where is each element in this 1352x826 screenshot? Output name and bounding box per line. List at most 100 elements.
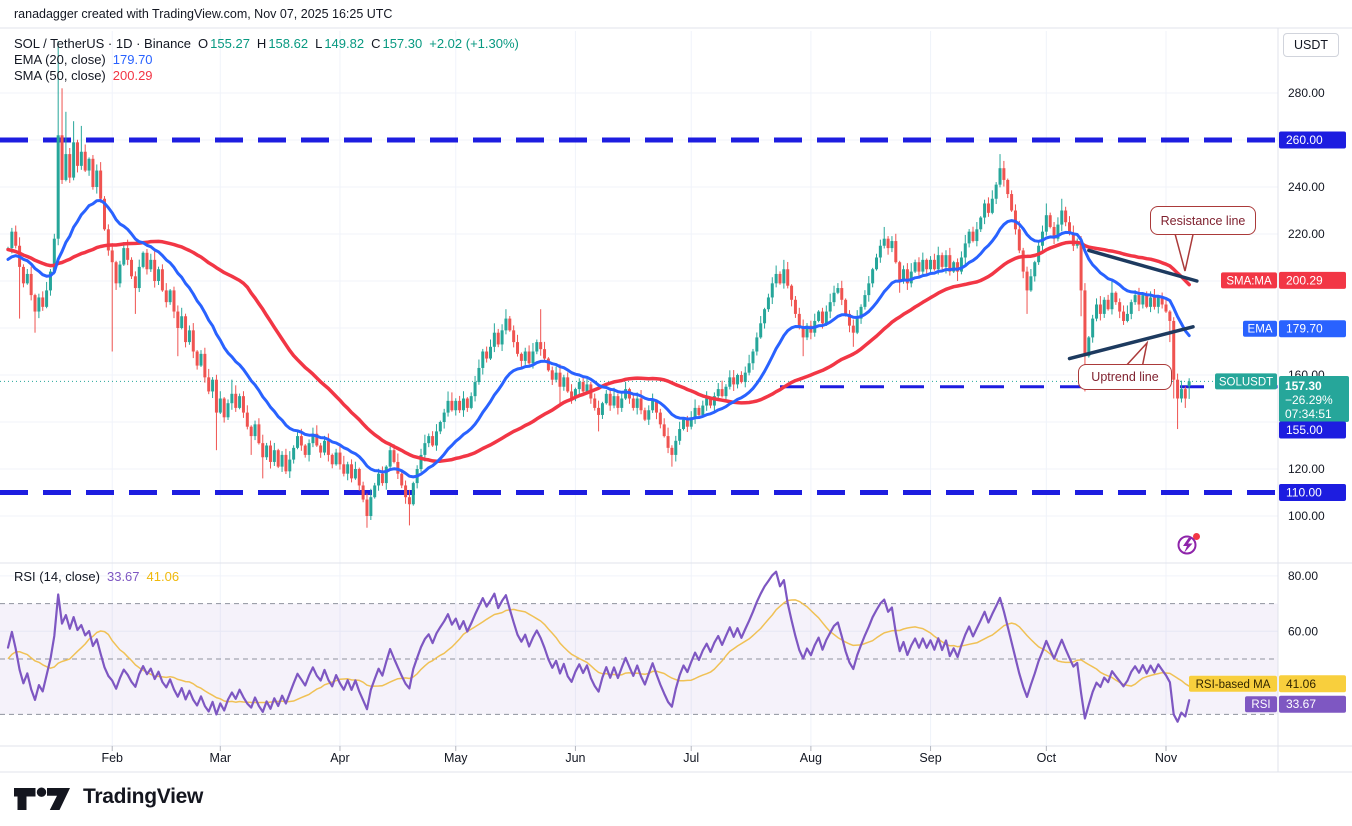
svg-text:110.00: 110.00	[1286, 486, 1322, 500]
candle	[543, 341, 547, 363]
candle	[458, 395, 462, 413]
candle	[546, 357, 550, 372]
candle	[716, 382, 720, 401]
candle	[141, 251, 145, 269]
candle	[1029, 269, 1033, 292]
rsi-ma-badge: RSI-based MA 41.06	[1189, 675, 1346, 693]
candle	[99, 162, 103, 203]
candle	[747, 354, 751, 376]
price-axis[interactable]: 280.00240.00220.00160.00120.00100.0080.0…	[1288, 86, 1325, 638]
candle	[45, 281, 49, 309]
candle	[512, 325, 516, 348]
candle	[137, 259, 141, 293]
candle	[793, 296, 797, 318]
candle	[859, 304, 863, 324]
candle	[867, 276, 871, 302]
candle	[1114, 291, 1118, 305]
candle	[766, 293, 770, 312]
candle	[1125, 305, 1129, 323]
sma-badge: SMA:MA 200.29	[1221, 271, 1346, 289]
candle	[41, 291, 45, 311]
candle	[1002, 160, 1006, 187]
candle	[701, 400, 705, 417]
rsi-legend[interactable]: RSI (14, close) 33.67 41.06	[14, 569, 180, 584]
svg-text:200.29: 200.29	[1286, 273, 1323, 287]
candle	[1021, 247, 1025, 279]
candle	[1168, 310, 1172, 343]
candle	[234, 385, 238, 412]
svg-text:280.00: 280.00	[1288, 86, 1325, 100]
ema-legend-value: 179.70	[112, 52, 153, 67]
candle	[1048, 212, 1052, 229]
candle	[226, 399, 230, 421]
candle	[153, 251, 157, 288]
candle	[774, 265, 778, 288]
candle	[400, 471, 404, 489]
candle	[539, 309, 543, 356]
candle	[164, 283, 168, 308]
candle	[442, 408, 446, 429]
uptrend-trendline[interactable]	[1067, 325, 1195, 361]
time-axis[interactable]: Feb Mar Apr May Jun Jul Aug Sep Oct Nov	[101, 746, 1178, 765]
candle	[952, 260, 956, 274]
candle	[1122, 305, 1126, 325]
candle	[75, 139, 79, 173]
candle	[496, 328, 500, 348]
candle	[527, 345, 531, 365]
sma-legend[interactable]: SMA (50, close) 200.29	[14, 68, 153, 83]
candle	[732, 370, 736, 391]
symbol-legend[interactable]: SOL / TetherUS · 1D · Binance O 155.27 H…	[14, 36, 519, 51]
candle	[276, 448, 280, 469]
candle	[48, 269, 52, 296]
svg-text:07:34:51: 07:34:51	[1285, 407, 1332, 421]
month-label: Nov	[1155, 751, 1178, 765]
candle	[369, 488, 373, 520]
level-110-badge: 110.00	[1279, 484, 1346, 501]
candle	[230, 379, 234, 410]
candle	[37, 293, 41, 319]
candle	[720, 380, 724, 398]
tradingview-logo[interactable]: TradingView	[14, 781, 203, 813]
candle	[133, 271, 137, 314]
candle	[68, 147, 72, 183]
candle	[1137, 287, 1141, 312]
candle	[890, 236, 894, 253]
candle	[647, 405, 651, 425]
ema-legend[interactable]: EMA (20, close) 179.70	[14, 52, 153, 67]
candle	[925, 258, 929, 276]
resistance-trendline[interactable]	[1087, 248, 1199, 283]
candle	[157, 266, 161, 285]
currency-axis-button[interactable]: USDT	[1283, 33, 1339, 57]
candle	[222, 397, 226, 423]
candle	[608, 387, 612, 411]
ema-line[interactable]	[6, 199, 1191, 479]
sma-line[interactable]	[6, 239, 1191, 463]
candle	[1033, 260, 1037, 282]
candle	[191, 323, 195, 359]
boost-icon[interactable]	[1177, 533, 1201, 555]
candle	[130, 257, 134, 280]
candle	[894, 233, 898, 264]
resistance-line-callout[interactable]: Resistance line	[1150, 206, 1256, 235]
candle	[504, 309, 508, 335]
rsi-ma-line[interactable]	[7, 599, 1190, 704]
candle	[666, 427, 670, 454]
candle	[643, 407, 647, 422]
svg-text:RSI: RSI	[1251, 699, 1270, 711]
candle	[207, 368, 211, 395]
rsi-legend-value: 33.67	[106, 569, 140, 584]
rsi-badge: RSI 33.67	[1245, 695, 1346, 713]
candle	[284, 448, 288, 475]
candle	[770, 277, 774, 305]
candle	[473, 375, 477, 402]
uptrend-line-callout[interactable]: Uptrend line	[1078, 364, 1172, 390]
candle	[423, 434, 427, 462]
candle	[1064, 206, 1068, 227]
candle	[461, 391, 465, 417]
svg-text:260.00: 260.00	[1286, 133, 1323, 147]
candle	[1071, 225, 1075, 252]
rsi-line[interactable]	[6, 570, 1191, 723]
candle	[863, 290, 867, 310]
candle	[311, 427, 315, 448]
